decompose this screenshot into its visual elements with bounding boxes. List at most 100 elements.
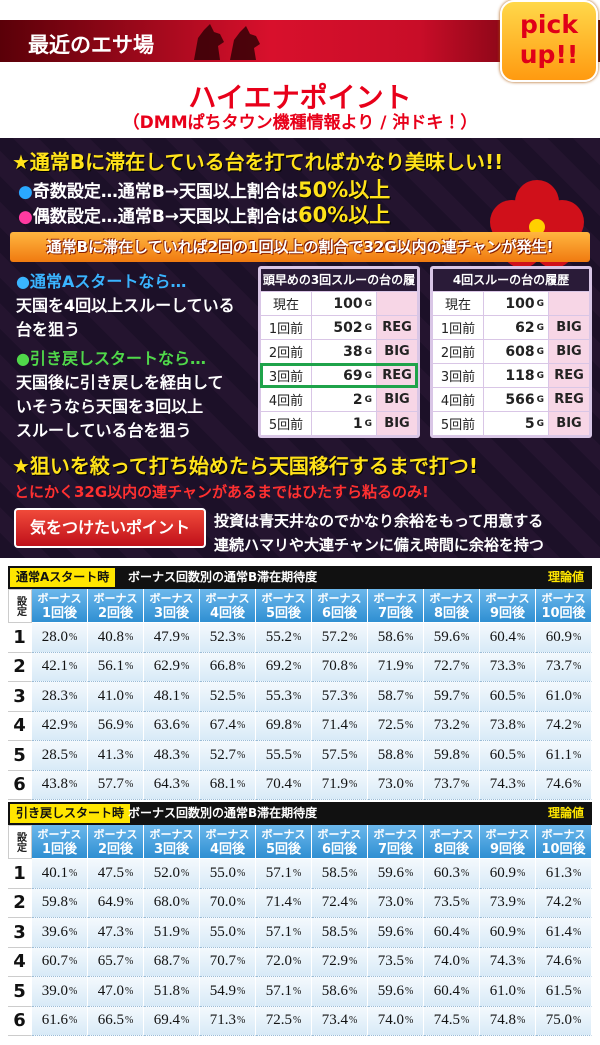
unit: % [404,690,414,702]
value: 72.9 [321,953,348,970]
value: 74.0 [377,1012,404,1029]
value: 52.7 [209,746,236,763]
value: 60.4 [433,982,460,999]
games: 100 [333,295,363,312]
text: 偶数設定…通常B→天国以上割合は [32,207,299,227]
games-cell: 608 G [484,340,548,363]
value-cell: 52.3% [200,623,256,653]
row-label: 現在 [261,292,311,315]
column-header: ボーナス 6回後 [312,589,368,623]
value-cell: 55.0% [200,859,256,889]
column-top: ボーナス [429,827,474,841]
value-cell: 69.8% [256,711,312,741]
bonus: BIG [384,344,410,359]
unit: % [572,956,582,968]
value-cell: 47.0% [88,977,144,1007]
column-header: ボーナス 6回後 [312,825,368,859]
bonus-cell: REG [377,364,417,387]
mode-label: 通常Aスタート時 [10,568,116,587]
games-cell: 118 G [484,364,548,387]
value: 67.4 [209,717,236,734]
value: 61.5 [545,982,572,999]
column-top: ボーナス [541,827,586,841]
unit: % [404,749,414,761]
value-cell: 39.0% [32,977,88,1007]
column-bottom: 5回後 [265,841,302,857]
unit: % [124,720,134,732]
value-cell: 70.8% [312,652,368,682]
value-cell: 63.6% [144,711,200,741]
unit: G [364,346,372,357]
column-header: ボーナス 4回後 [200,589,256,623]
bonus: BIG [556,320,582,335]
value-cell: 55.2% [256,623,312,653]
caption: ボーナス回数別の通常B滞在期待度 [128,570,318,584]
value: 70.4 [265,776,292,793]
unit: % [348,749,358,761]
value-cell: 66.8% [200,652,256,682]
value-cell: 73.5% [368,947,424,977]
value: 60.7 [41,953,68,970]
unit: G [364,418,372,429]
unit: % [460,720,470,732]
games-cell: 566 G [484,388,548,411]
value: 72.5 [377,717,404,734]
unit: % [68,956,78,968]
unit: % [292,926,302,938]
value-cell: 68.0% [144,888,200,918]
table-row: 6 43.8% 57.7% 64.3% 68.1% 70.4% 71.9% 73.0% 73.7… [8,770,592,800]
games: 62 [515,319,535,336]
value-cell: 57.2% [312,623,368,653]
value: 66.5 [97,1012,124,1029]
unit: % [572,779,582,791]
unit: G [536,418,544,429]
value: 40.1 [41,864,68,881]
table-row: 3 39.6% 47.3% 51.9% 55.0% 57.1% 58.5% 59.6% 60.4… [8,918,592,948]
note: 理論値 [547,806,584,820]
tip-line: 天国後に引き戻しを経由して [16,373,224,392]
value-cell: 73.0% [368,888,424,918]
unit: G [536,346,544,357]
row-label: 3回前 [433,364,483,387]
value-cell: 73.7% [536,652,592,682]
unit: % [124,631,134,643]
unit: % [124,867,134,879]
value-cell: 65.7% [88,947,144,977]
unit: % [68,1015,78,1027]
value: 60.9 [489,864,516,881]
unit: % [68,749,78,761]
unit: % [460,867,470,879]
unit: % [236,720,246,732]
value-cell: 67.4% [200,711,256,741]
value: 74.0 [433,953,460,970]
value-cell: 72.5% [256,1006,312,1036]
value: 28.3 [41,687,68,704]
unit: % [68,720,78,732]
value-cell: 61.4% [536,918,592,948]
column-header: ボーナス 8回後 [424,825,480,859]
value-cell: 57.5% [312,741,368,771]
column-top: ボーナス [485,827,530,841]
unit: G [536,298,544,309]
unit: % [460,661,470,673]
unit: % [460,690,470,702]
value: 52.3 [209,628,236,645]
column-header: ボーナス 7回後 [368,589,424,623]
unit: % [236,631,246,643]
setting: 5 [8,977,32,1007]
column-top: ボーナス [205,591,250,605]
column-header: ボーナス 10回後 [536,589,592,623]
unit: % [292,631,302,643]
value: 51.9 [153,923,180,940]
unit: % [124,985,134,997]
value: 55.2 [265,628,292,645]
history-row: 1回前 502 G REG [261,316,417,339]
value-cell: 40.8% [88,623,144,653]
unit: % [292,690,302,702]
highlight: 60%以上 [298,203,391,227]
value: 59.6 [433,628,460,645]
games-cell: 100 G [312,292,376,315]
bonus: BIG [384,416,410,431]
value: 74.2 [545,894,572,911]
column-header: ボーナス 10回後 [536,825,592,859]
